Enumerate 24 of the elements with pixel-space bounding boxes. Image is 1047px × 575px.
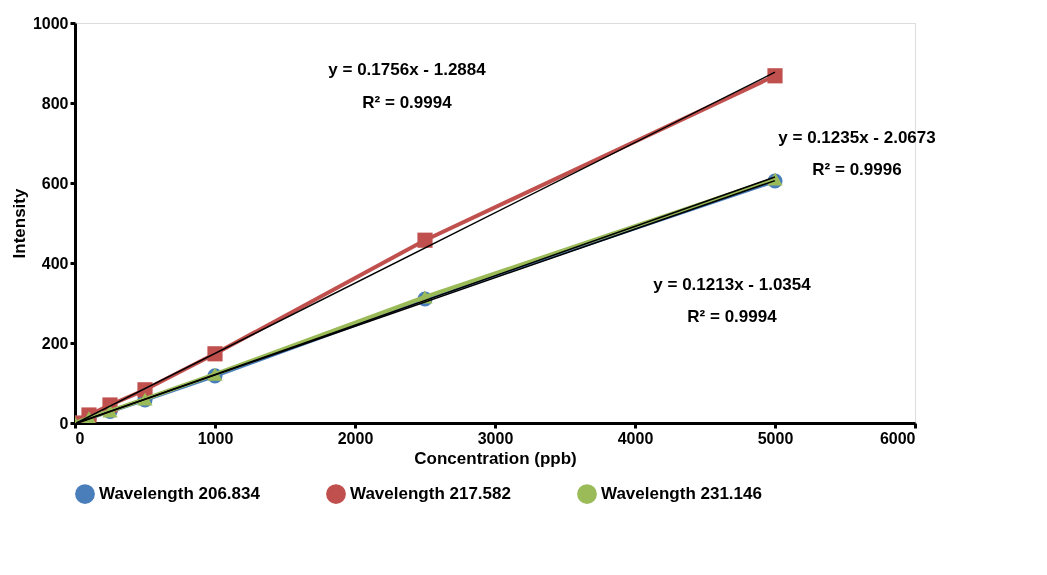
x-axis-title: Concentration (ppb) [414, 448, 577, 468]
x-tick-label: 5000 [757, 429, 794, 447]
legend-label: Wavelength 206.834 [99, 484, 261, 504]
y-tick-label: 200 [41, 334, 69, 352]
y-tick-label: 800 [41, 94, 69, 112]
annotation: y = 0.1235x - 2.0673 [778, 128, 936, 147]
x-tick-label: 6000 [879, 429, 916, 447]
x-tick-label: 4000 [617, 429, 654, 447]
x-tick-label: 1000 [197, 429, 234, 447]
annotation: y = 0.1213x - 1.0354 [653, 275, 812, 294]
y-tick-label: 600 [41, 174, 69, 192]
annotation: y = 0.1756x - 1.2884 [328, 60, 487, 79]
y-axis-title: Intensity [9, 188, 29, 259]
y-tick-label: 1000 [32, 14, 69, 32]
x-tick-label: 0 [75, 429, 85, 447]
x-tick-label: 2000 [337, 429, 374, 447]
legend-label: Wavelength 231.146 [601, 484, 762, 504]
x-tick-label: 3000 [477, 429, 514, 447]
legend-label: Wavelength 217.582 [350, 484, 511, 504]
y-tick-label: 400 [41, 254, 69, 272]
annotation: R² = 0.9996 [812, 160, 902, 179]
annotation: R² = 0.9994 [687, 307, 778, 326]
annotation: R² = 0.9994 [362, 93, 453, 112]
y-tick-label: 0 [59, 414, 69, 432]
